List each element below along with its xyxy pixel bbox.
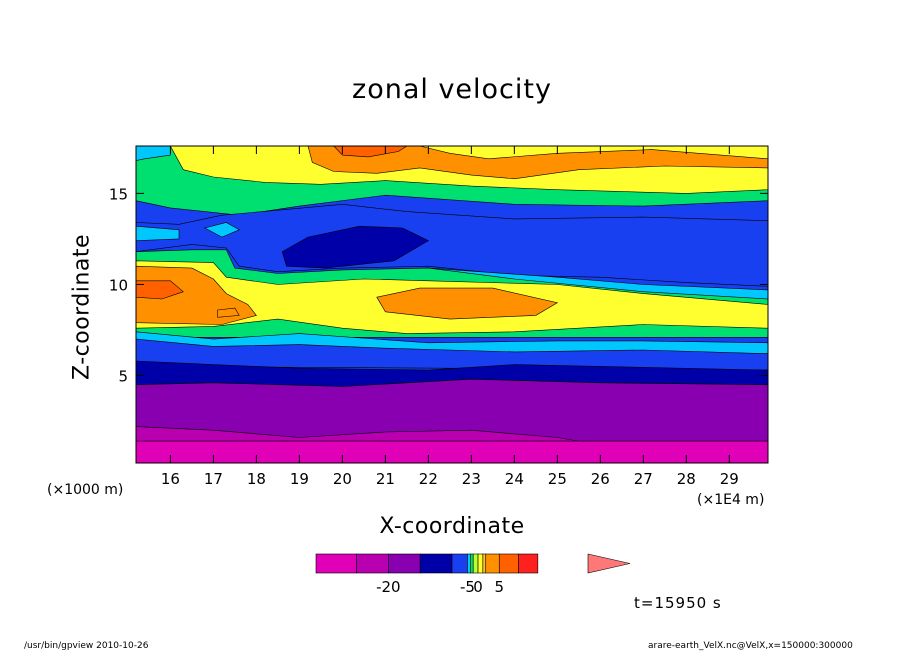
contour-band-15 xyxy=(376,287,559,320)
x-tick-label: 17 xyxy=(204,470,223,488)
colorbar-tick-label: -5 xyxy=(460,578,475,596)
footer-command: /usr/bin/gpview 2010-10-26 xyxy=(24,641,149,651)
colorbar-segment xyxy=(356,553,389,574)
colorbar-segment xyxy=(467,553,471,574)
colorbar-segment xyxy=(315,553,357,574)
time-label: t=15950 s xyxy=(634,594,722,612)
contour-band-18 xyxy=(135,338,769,371)
x-tick-label: 24 xyxy=(505,470,524,488)
x-tick-label: 29 xyxy=(720,470,739,488)
contour-band-22 xyxy=(135,440,769,464)
x-tick-label: 16 xyxy=(161,470,180,488)
contour-band-3 xyxy=(307,145,769,180)
x-tick-label: 25 xyxy=(548,470,567,488)
colorbar-segment xyxy=(518,553,539,574)
plot-frame xyxy=(135,145,769,464)
x-tick-label: 27 xyxy=(634,470,653,488)
colorbar-segment xyxy=(482,553,487,574)
footer-source: arare-earth_VelX.nc@VelX,x=150000:300000 xyxy=(648,641,853,651)
colorbar-tick-label: -20 xyxy=(376,578,401,596)
contour-band-7 xyxy=(281,225,430,269)
colorbar-segment xyxy=(472,553,479,574)
x-tick-label: 20 xyxy=(333,470,352,488)
x-tick-label: 26 xyxy=(591,470,610,488)
colorbar-extend-arrow xyxy=(587,553,631,574)
colorbar-tick-label: 0 xyxy=(473,578,483,596)
y-tick-label: 15 xyxy=(109,185,128,203)
colorbar-segment xyxy=(419,553,453,574)
x-axis-label: X-coordinate xyxy=(379,514,525,539)
x-tick-label: 22 xyxy=(419,470,438,488)
x-axis-unit-note: (×1000 m) xyxy=(47,482,124,498)
colorbar-segment xyxy=(388,553,421,574)
x-tick-label: 28 xyxy=(677,470,696,488)
x-tick-label: 18 xyxy=(247,470,266,488)
x-tick-label: 23 xyxy=(462,470,481,488)
y-tick-label: 5 xyxy=(118,368,128,386)
x-tick-label: 21 xyxy=(376,470,395,488)
colorbar-segment xyxy=(498,553,519,574)
colorbar-segment xyxy=(470,553,474,574)
colorbar-segment xyxy=(485,553,500,574)
x-axis-scale-note: (×1E4 m) xyxy=(697,492,765,508)
x-tick-label: 19 xyxy=(290,470,309,488)
colorbar-tick-label: 5 xyxy=(494,578,504,596)
colorbar-segment xyxy=(477,553,484,574)
contour-band-9 xyxy=(203,222,240,238)
y-tick-label: 10 xyxy=(109,276,128,294)
contour-band-16 xyxy=(217,307,240,318)
colorbar-segment xyxy=(451,553,468,574)
chart-title: zonal velocity xyxy=(352,74,552,105)
